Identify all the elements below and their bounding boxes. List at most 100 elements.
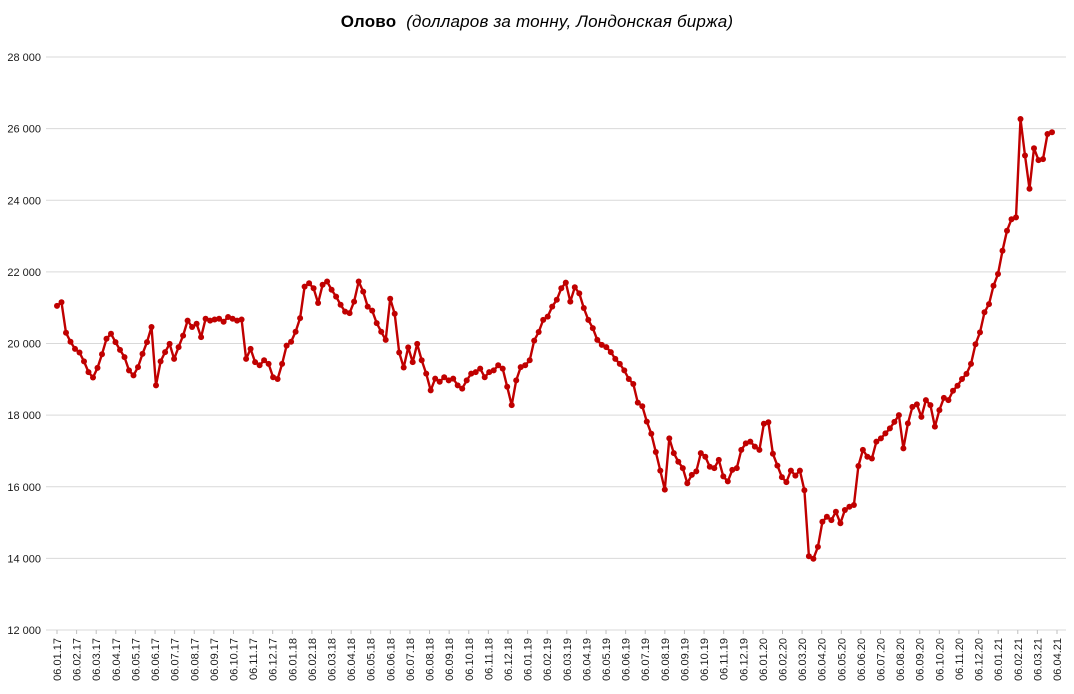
y-tick-label: 28 000 [7,52,41,64]
data-point-marker [148,324,155,330]
y-tick-label: 16 000 [7,482,41,494]
data-point-marker [418,357,425,364]
data-point-marker [346,310,353,317]
data-point-marker [841,507,848,513]
x-tick-label: 06.06.20 [856,638,868,681]
data-point-marker [968,360,974,367]
data-point-marker [117,346,123,353]
data-point-marker [387,295,394,302]
x-tick-label: 06.11.17 [248,638,260,680]
data-point-marker [535,329,542,335]
data-point-marker [279,360,286,367]
data-point-marker [873,438,880,445]
data-point-marker [445,377,452,384]
data-point-marker [477,365,484,372]
y-tick-label: 14 000 [7,553,41,565]
data-point-marker [774,462,781,469]
data-point-marker [450,375,457,382]
data-point-marker [900,445,907,452]
data-point-marker [688,471,695,478]
x-tick-label: 06.04.18 [346,638,358,681]
data-point-marker [81,358,87,365]
x-tick-label: 06.09.20 [915,638,927,681]
data-point-marker [373,320,380,327]
data-point-marker [1035,157,1042,164]
data-point-marker [513,377,520,384]
data-point-marker [265,360,272,367]
data-point-marker [877,435,884,442]
x-tick-label: 06.09.18 [444,638,456,681]
data-point-marker [409,359,416,366]
x-tick-label: 06.04.19 [581,638,593,681]
data-point-marker [166,340,173,347]
x-tick-label: 06.04.20 [817,638,829,681]
data-point-marker [76,349,83,356]
x-tick-label: 06.08.20 [895,638,907,681]
data-point-marker [661,486,668,493]
data-point-marker [625,376,632,382]
x-axis-ticks [56,630,1058,634]
data-point-marker [616,360,623,367]
y-tick-label: 18 000 [7,410,41,422]
data-point-marker [882,430,889,437]
data-point-marker [963,370,970,377]
x-tick-label: 06.07.18 [405,638,417,681]
data-point-marker [904,420,911,427]
data-point-marker [315,300,322,306]
data-point-marker [621,367,628,374]
data-point-marker [571,284,578,291]
data-point-marker [58,299,65,306]
x-tick-label: 06.03.18 [327,638,339,681]
x-tick-label: 06.06.17 [150,638,162,681]
x-tick-label: 06.03.21 [1032,638,1044,681]
data-point-marker [986,301,992,308]
x-tick-label: 06.12.20 [974,638,986,681]
x-tick-label: 06.12.18 [503,638,515,681]
data-point-marker [135,364,141,371]
data-point-marker [553,296,560,303]
data-point-marker [909,403,916,410]
data-point-marker [765,419,772,426]
data-point-marker [945,397,952,404]
x-tick-label: 06.02.19 [542,638,554,681]
x-tick-label: 06.10.19 [699,638,711,681]
data-point-marker [238,316,245,323]
data-point-marker [922,397,929,404]
data-point-marker [243,355,250,362]
data-point-marker [522,362,529,369]
data-point-marker [310,285,317,292]
x-tick-label: 06.09.17 [209,638,221,681]
data-point-marker [850,502,857,508]
data-point-marker [126,367,132,374]
x-tick-label: 06.10.17 [228,638,240,681]
data-point-marker [931,423,938,430]
data-point-marker [666,435,673,442]
data-point-marker [733,465,740,472]
data-point-marker [112,339,119,346]
data-point-marker [886,425,893,432]
data-point-marker [270,374,277,381]
data-point-marker [207,317,214,324]
y-tick-label: 12 000 [7,625,41,637]
data-point-marker [333,293,340,300]
data-point-marker [508,402,515,409]
data-point-marker [351,298,358,305]
data-point-marker [859,446,866,453]
data-point-marker [283,342,290,349]
data-point-marker [684,480,691,487]
data-point-marker [1031,145,1037,152]
data-point-marker [189,324,196,330]
data-point-marker [972,341,979,348]
x-tick-label: 06.01.21 [993,638,1005,681]
data-point-marker [706,463,713,470]
data-point-marker [643,418,650,425]
x-tick-label: 06.01.19 [523,638,535,681]
data-point-marker [990,282,997,289]
gridlines [46,56,1066,631]
data-point-marker [297,315,304,322]
data-point-marker [783,479,790,486]
data-point-marker [108,330,114,337]
data-point-marker [778,474,785,481]
x-tick-label: 06.06.18 [385,638,397,681]
data-point-marker [252,359,259,366]
